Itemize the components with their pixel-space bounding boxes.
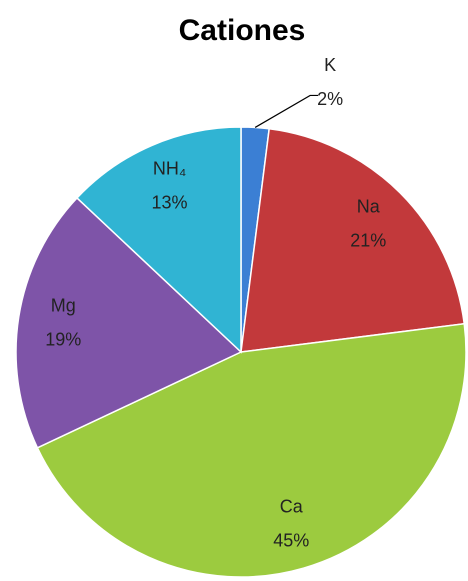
pie-slice: [75, 126, 242, 354]
slice-label: Mg: [51, 296, 76, 316]
slice-label: Na: [357, 196, 381, 216]
leader-line: [254, 94, 319, 128]
pie-slice: [240, 127, 466, 353]
slice-value-label: 2%: [317, 89, 343, 109]
slice-value-label: 21%: [350, 230, 386, 250]
slice-value-label: 13%: [151, 193, 187, 213]
pie-slice: [15, 196, 243, 449]
slice-label: Ca: [280, 497, 304, 517]
slice-label: K: [324, 55, 336, 75]
chart-title: Cationes: [179, 14, 306, 47]
slice-value-label: 45%: [273, 531, 309, 551]
pie-slice: [36, 322, 467, 578]
slice-value-label: 19%: [45, 330, 81, 350]
slice-label: NH₄: [153, 159, 186, 179]
